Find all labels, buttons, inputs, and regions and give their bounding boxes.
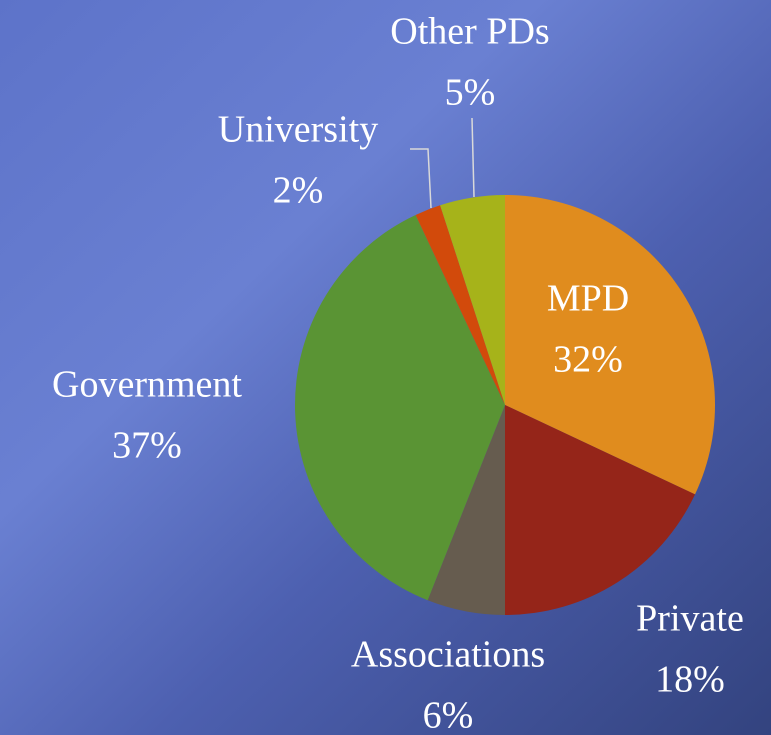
slice-label: Private [636, 598, 744, 640]
slice-value-label: 18% [655, 659, 725, 701]
slice-label: MPD [547, 278, 629, 320]
leader-line [471, 117, 475, 198]
pie-slice [295, 214, 505, 601]
slice-value-label: 37% [112, 425, 182, 467]
pie-slice [415, 205, 505, 405]
slice-value-label: 5% [445, 72, 496, 114]
slice-label: Associations [351, 634, 545, 676]
slice-label: Other PDs [390, 11, 549, 53]
slice-label: Government [52, 364, 242, 406]
leader-line [410, 148, 432, 209]
slice-value-label: 2% [273, 170, 324, 212]
pie-slice [505, 405, 696, 615]
slice-value-label: 6% [423, 695, 474, 735]
pie-slice [440, 195, 505, 405]
pie-slice [427, 405, 505, 615]
slice-label: University [218, 109, 378, 151]
pie-slice [505, 195, 715, 495]
slice-value-label: 32% [553, 339, 623, 381]
